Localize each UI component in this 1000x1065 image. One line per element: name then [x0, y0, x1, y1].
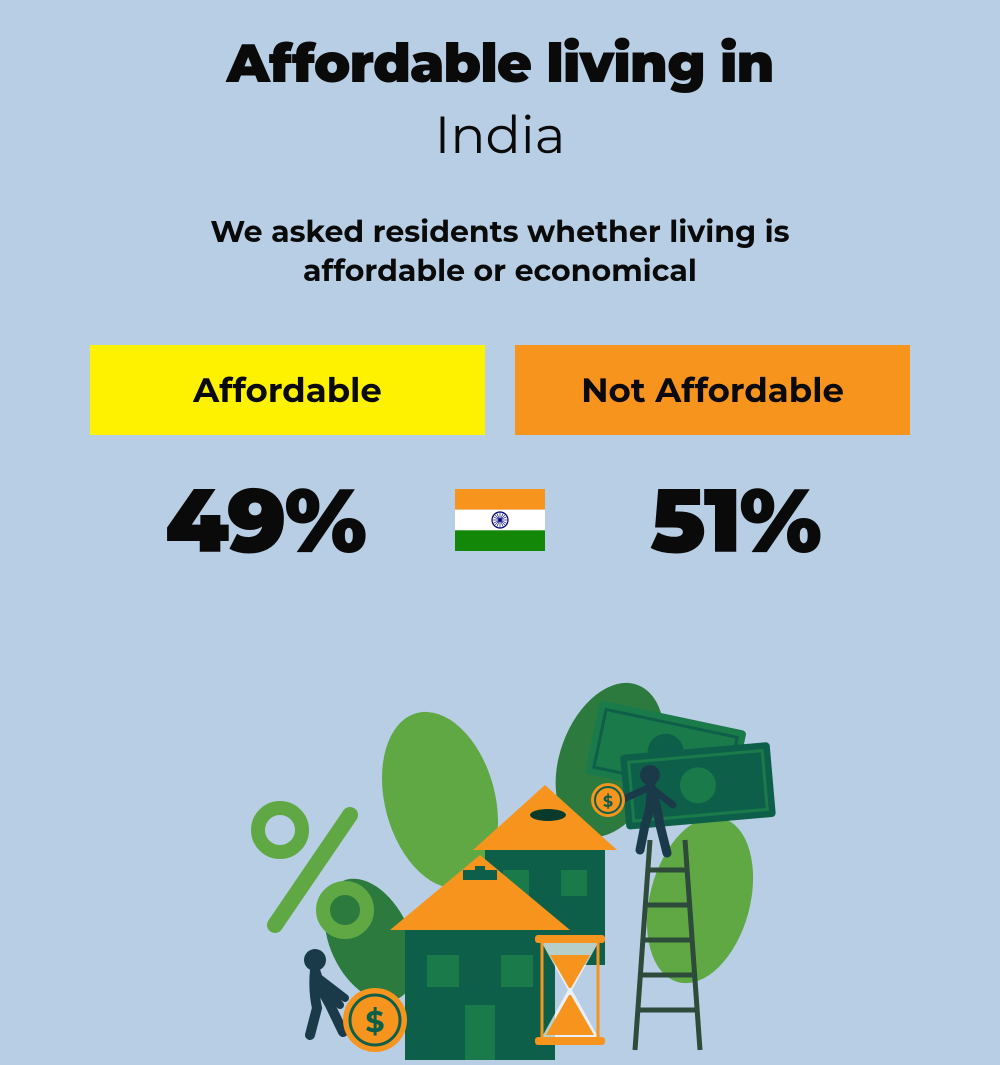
svg-text:$: $ — [365, 1003, 384, 1040]
stat-right: 51% — [560, 465, 910, 575]
badge-affordable: Affordable — [90, 345, 485, 435]
subtitle: We asked residents whether living is aff… — [90, 212, 910, 290]
svg-text:$: $ — [603, 793, 613, 812]
housing-illustration: $ $ — [190, 660, 810, 1060]
badges-row: Affordable Not Affordable — [90, 345, 910, 435]
title-line1: Affordable living in — [90, 30, 910, 96]
stat-left: 49% — [90, 465, 440, 575]
title-line2: India — [90, 104, 910, 167]
india-flag-icon — [455, 489, 545, 551]
badge-not-affordable: Not Affordable — [515, 345, 910, 435]
stats-row: 49% 51% — [90, 465, 910, 575]
